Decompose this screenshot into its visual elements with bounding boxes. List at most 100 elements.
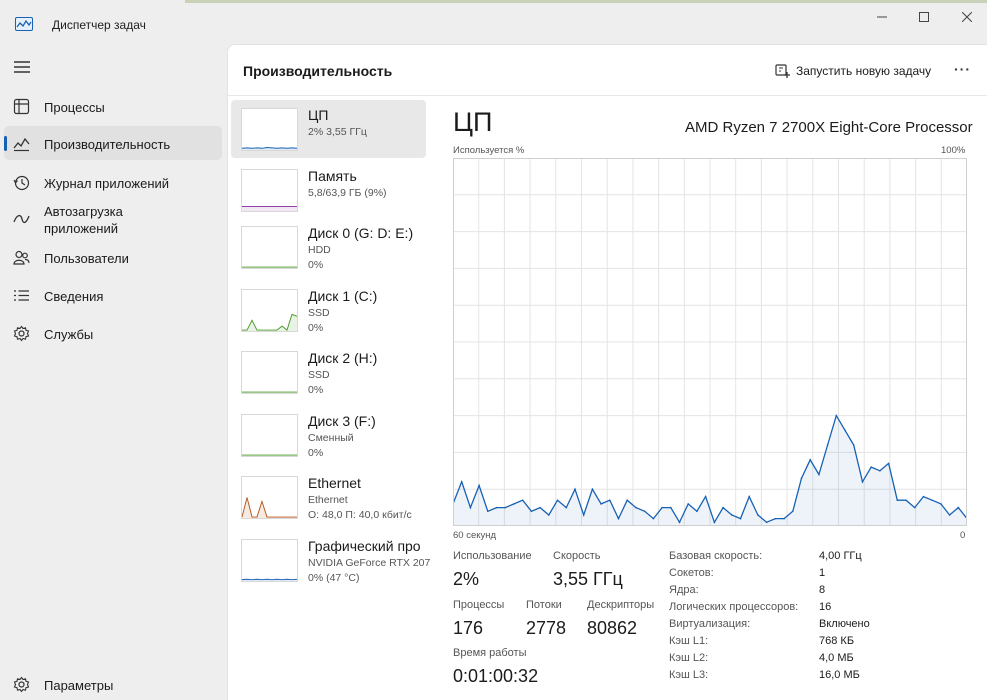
device-item-disk-1[interactable]: Диск 1 (C:) SSD 0% [231, 281, 426, 339]
device-thumbnail-graph [241, 539, 298, 582]
sidebar-item-label: Пользователи [44, 251, 129, 266]
cpu-usage-point [704, 495, 707, 498]
run-task-icon [775, 63, 790, 78]
maximize-icon [919, 12, 929, 22]
graph-time-span-label: 60 секунд [453, 530, 497, 541]
run-new-task-button[interactable]: Запустить новую задачу [775, 61, 931, 81]
thumbnail-area [242, 314, 297, 331]
spec-label: Виртуализация: [669, 618, 751, 630]
spec-value: 4,0 МБ [819, 652, 854, 664]
device-thumbnail-graph [241, 108, 298, 151]
sidebar-item-performance[interactable]: Производительность [4, 126, 222, 160]
sidebar-item-label: Автозагрузка приложений [44, 204, 123, 236]
graph-y-axis-label: Используется % [453, 145, 525, 156]
threads-label: Потоки [526, 599, 562, 611]
device-detail: 0% (47 °C) [308, 572, 360, 584]
device-detail: О: 48,0 П: 40,0 кбит/с [308, 509, 412, 521]
window-top-edge [185, 0, 987, 3]
device-item-disk-3[interactable]: Диск 3 (F:) Сменный 0% [231, 406, 426, 464]
sidebar-item-details[interactable]: Сведения [4, 278, 222, 312]
cpu-usage-point [469, 506, 472, 509]
performance-icon [13, 137, 30, 152]
thumbnail-line [242, 147, 297, 149]
uptime-value: 0:01:00:32 [453, 666, 539, 686]
cpu-usage-point [652, 517, 655, 520]
more-options-button[interactable]: ··· [954, 61, 971, 77]
device-detail: 0% [308, 384, 324, 396]
maximize-button[interactable] [910, 8, 938, 26]
device-detail: 0% [308, 447, 324, 459]
device-detail: Ethernet [308, 494, 348, 506]
device-name: Графический про [308, 538, 421, 554]
thumbnail-line [242, 497, 297, 518]
device-item-gpu[interactable]: Графический про NVIDIA GeForce RTX 207 0… [231, 531, 430, 589]
cpu-usage-point [818, 473, 820, 476]
run-new-task-label: Запустить новую задачу [796, 64, 932, 78]
device-name: Диск 3 (F:) [308, 413, 376, 429]
graph-border [453, 158, 967, 526]
sidebar-item-label: Журнал приложений [44, 176, 170, 191]
device-detail: 5,8/63,9 ГБ (9%) [308, 187, 387, 199]
cpu-usage-point [643, 510, 646, 513]
cpu-usage-point [800, 477, 803, 479]
cpu-usage-point [530, 510, 533, 513]
device-item-memory[interactable]: Память 5,8/63,9 ГБ (9%) [231, 161, 426, 219]
device-name: Диск 0 (G: D: E:) [308, 225, 414, 241]
device-name: Диск 1 (C:) [308, 288, 378, 304]
cpu-usage-point [879, 470, 881, 472]
device-name: Диск 2 (H:) [308, 350, 378, 366]
speed-label: Скорость [553, 550, 601, 562]
cpu-usage-point [600, 503, 602, 505]
device-detail: 2% 3,55 ГГц [308, 126, 367, 138]
cpu-usage-point [948, 514, 951, 516]
uptime-label: Время работы [453, 647, 527, 659]
device-detail: Сменный [308, 432, 354, 444]
device-name: ЦП [308, 107, 329, 123]
device-item-ethernet[interactable]: Ethernet Ethernet О: 48,0 П: 40,0 кбит/с [231, 468, 426, 526]
cpu-usage-point [635, 506, 637, 509]
cpu-usage-point [565, 506, 568, 509]
sidebar-item-app-history[interactable]: Журнал приложений [4, 165, 222, 199]
cpu-usage-point [722, 506, 724, 509]
cpu-usage-point [626, 499, 629, 502]
services-gear-icon [13, 325, 30, 342]
cpu-usage-line [453, 413, 967, 524]
device-item-disk-0[interactable]: Диск 0 (G: D: E:) HDD 0% [231, 218, 426, 276]
device-detail: SSD [308, 369, 330, 381]
sidebar-item-startup[interactable]: Автозагрузка приложений [4, 202, 222, 236]
device-detail: HDD [308, 244, 331, 256]
cpu-usage-point [487, 510, 489, 513]
close-button[interactable] [953, 8, 981, 26]
cpu-usage-point [870, 466, 872, 468]
cpu-usage-point [678, 521, 681, 524]
cpu-usage-point [765, 521, 768, 524]
device-name: Память [308, 168, 357, 184]
sidebar-item-settings[interactable]: Параметры [4, 667, 222, 700]
hamburger-menu-icon[interactable] [13, 59, 31, 75]
device-item-disk-2[interactable]: Диск 2 (H:) SSD 0% [231, 343, 426, 401]
device-item-cpu[interactable]: ЦП 2% 3,55 ГГц [231, 100, 426, 158]
device-detail: 0% [308, 259, 324, 271]
sidebar-item-label: Сведения [44, 289, 104, 304]
spec-label: Кэш L1: [669, 635, 709, 647]
threads-value: 2778 [526, 618, 567, 638]
title-bar: Диспетчер задач [0, 0, 987, 46]
details-list-icon [14, 290, 29, 301]
device-name: Ethernet [308, 475, 361, 491]
processes-label: Процессы [453, 599, 505, 611]
cpu-usage-point [609, 499, 611, 502]
cpu-usage-point [495, 506, 498, 509]
cpu-usage-point [783, 517, 785, 520]
cpu-usage-point [713, 521, 716, 524]
sidebar-item-users[interactable]: Пользователи [4, 240, 222, 274]
cpu-usage-point [661, 506, 663, 509]
utilization-label: Использование [453, 550, 532, 562]
minimize-button[interactable] [868, 8, 896, 26]
startup-icon [13, 214, 30, 224]
cpu-usage-point [696, 510, 698, 513]
header-divider [228, 95, 987, 96]
sidebar-item-processes[interactable]: Процессы [4, 89, 222, 123]
sidebar-item-services[interactable]: Службы [4, 316, 222, 350]
device-thumbnail-graph [241, 289, 298, 332]
cpu-usage-point [460, 481, 463, 483]
